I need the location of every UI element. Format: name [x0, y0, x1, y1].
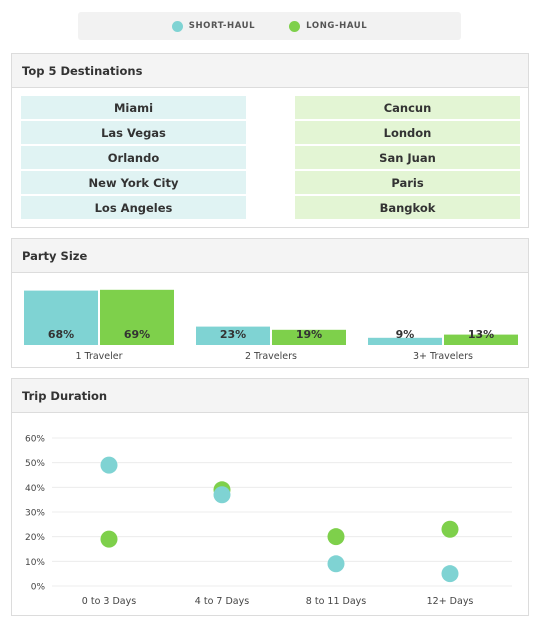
- point-short-0[interactable]: [100, 456, 118, 474]
- x-category-label: 8 to 11 Days: [306, 596, 366, 607]
- long-destination: London: [295, 121, 520, 144]
- x-category-label: 12+ Days: [427, 596, 474, 607]
- trip-duration-panel: Trip Duration 0% 10% 20% 30% 40% 50% 60% 0 to 3…: [11, 378, 529, 616]
- short-destination: New York City: [21, 171, 246, 194]
- y-tick-label: 50%: [25, 459, 45, 469]
- legend-short-label: SHORT-HAUL: [188, 21, 256, 31]
- point-short-1[interactable]: [213, 486, 231, 504]
- trip-duration-title: Trip Duration: [12, 379, 528, 413]
- y-tick-label: 10%: [25, 558, 45, 568]
- party-size-title: Party Size: [12, 239, 528, 273]
- bar-data-label: 23%: [220, 328, 246, 341]
- point-short-2[interactable]: [327, 555, 345, 573]
- party-size-chart: 68% 69%1 Traveler 23% 19% 2 Travelers 9% 13% 3+…: [24, 289, 518, 362]
- long-destination: San Juan: [295, 146, 520, 169]
- party-size-panel: Party Size 68% 69% 1 Traveler 23% 19% 2 Trave…: [11, 238, 529, 368]
- bar-data-label: 69%: [124, 328, 150, 341]
- legend-long-haul[interactable]: LONG-HAUL: [289, 20, 368, 32]
- bar-short-2[interactable]: [368, 337, 442, 345]
- short-destination: Las Vegas: [21, 121, 246, 144]
- short-haul-destinations: Miami Las Vegas Orlando New York City Lo…: [21, 96, 246, 221]
- bar-long-0[interactable]: [100, 289, 174, 345]
- long-destination: Cancun: [295, 96, 520, 119]
- point-short-3[interactable]: [441, 565, 459, 583]
- x-category-label: 4 to 7 Days: [195, 596, 249, 607]
- bar-long-1[interactable]: [272, 329, 346, 345]
- short-destination: Miami: [21, 96, 246, 119]
- destinations-panel: Top 5 Destinations Miami Las Vegas Orlan…: [11, 53, 529, 228]
- point-long-2[interactable]: [327, 528, 345, 546]
- legend-short-haul[interactable]: SHORT-HAUL: [171, 20, 256, 32]
- short-destination: Los Angeles: [21, 196, 246, 219]
- short-haul-swatch: [171, 20, 183, 32]
- y-tick-label: 30%: [25, 509, 45, 519]
- long-destination: Bangkok: [295, 196, 520, 219]
- x-category-label: 2 Travelers: [245, 351, 297, 362]
- bar-data-label: 68%: [48, 328, 74, 341]
- y-tick-label: 0%: [31, 583, 46, 593]
- long-haul-destinations: Cancun London San Juan Paris Bangkok: [295, 96, 520, 221]
- legend-long-label: LONG-HAUL: [306, 21, 368, 31]
- chart-legend: SHORT-HAUL LONG-HAUL: [78, 12, 461, 40]
- x-category-label: 1 Traveler: [75, 351, 122, 362]
- bar-data-label: 13%: [468, 328, 494, 341]
- bar-long-2[interactable]: [444, 334, 518, 345]
- trip-duration-chart: 0% 10% 20% 30% 40% 50% 60% 0 to 3 Days 4 to 7 Da…: [25, 435, 512, 607]
- long-destination: Paris: [295, 171, 520, 194]
- y-tick-label: 20%: [25, 533, 45, 543]
- bar-short-0[interactable]: [24, 290, 98, 345]
- bar-data-label: 19%: [296, 328, 322, 341]
- bar-data-label: 9%: [396, 328, 415, 341]
- point-long-3[interactable]: [441, 520, 459, 538]
- y-tick-label: 40%: [25, 484, 45, 494]
- x-category-label: 3+ Travelers: [413, 351, 473, 362]
- long-haul-swatch: [289, 20, 301, 32]
- bar-short-1[interactable]: [196, 326, 270, 345]
- destinations-title: Top 5 Destinations: [12, 54, 528, 88]
- x-category-label: 0 to 3 Days: [82, 596, 136, 607]
- point-long-0[interactable]: [100, 530, 118, 548]
- short-destination: Orlando: [21, 146, 246, 169]
- y-tick-label: 60%: [25, 435, 45, 445]
